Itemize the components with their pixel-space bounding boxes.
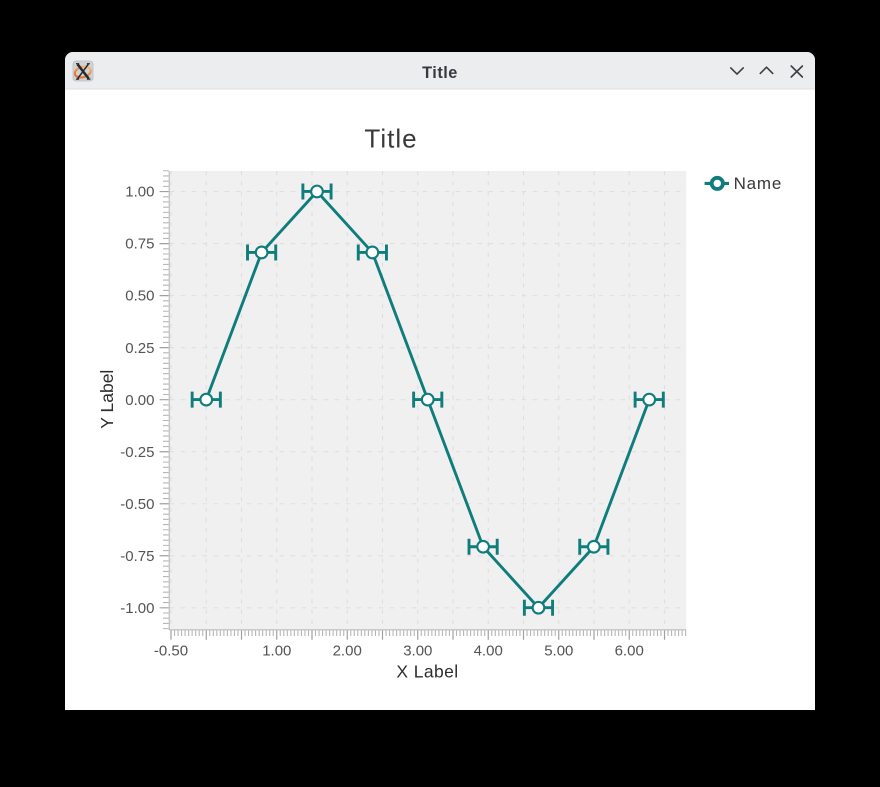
svg-text:-0.50: -0.50 bbox=[154, 643, 188, 660]
svg-text:X Label: X Label bbox=[396, 661, 458, 681]
svg-text:0.75: 0.75 bbox=[125, 236, 154, 253]
svg-text:-1.00: -1.00 bbox=[120, 600, 154, 617]
svg-text:1.00: 1.00 bbox=[262, 643, 291, 660]
svg-text:-0.25: -0.25 bbox=[120, 444, 154, 461]
svg-text:Name: Name bbox=[734, 174, 783, 193]
svg-text:-0.75: -0.75 bbox=[120, 548, 154, 565]
svg-text:0.25: 0.25 bbox=[125, 340, 154, 357]
svg-text:5.00: 5.00 bbox=[544, 643, 573, 660]
svg-text:4.00: 4.00 bbox=[474, 643, 503, 660]
svg-text:6.00: 6.00 bbox=[615, 643, 644, 660]
svg-text:Y Label: Y Label bbox=[97, 370, 117, 429]
svg-text:2.00: 2.00 bbox=[333, 643, 362, 660]
svg-text:3.00: 3.00 bbox=[403, 643, 432, 660]
svg-text:0.50: 0.50 bbox=[125, 288, 154, 305]
svg-text:-0.50: -0.50 bbox=[120, 496, 154, 513]
svg-text:0.00: 0.00 bbox=[125, 392, 154, 409]
svg-text:Title: Title bbox=[364, 123, 417, 153]
svg-text:1.00: 1.00 bbox=[125, 184, 154, 201]
svg-text:Title: Title bbox=[422, 64, 458, 82]
